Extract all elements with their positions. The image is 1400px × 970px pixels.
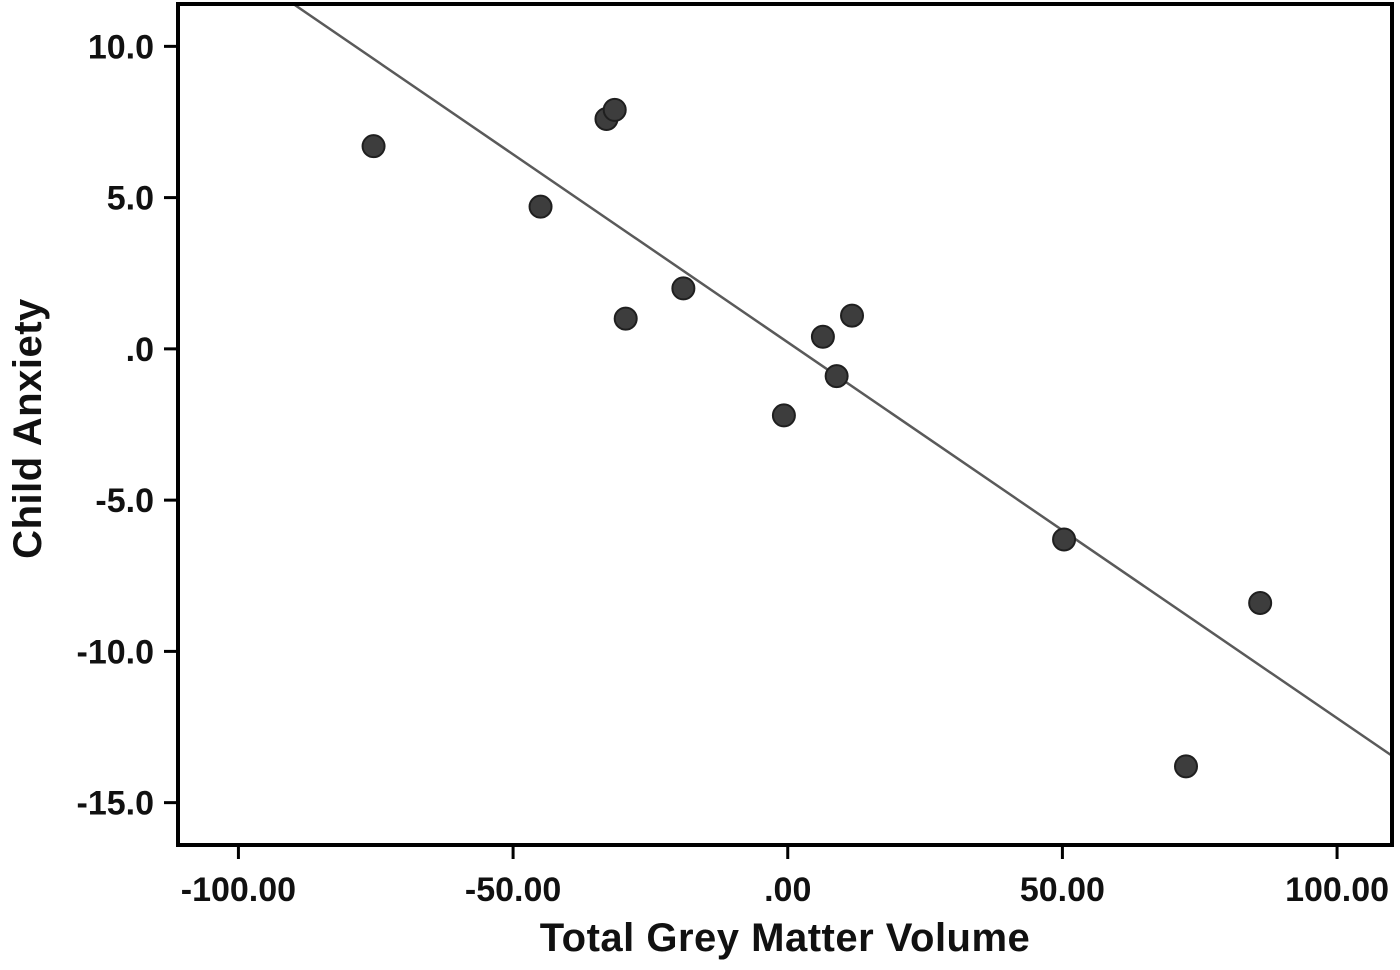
data-point [528, 194, 553, 219]
data-point [1174, 754, 1199, 779]
data-point [840, 303, 865, 328]
y-tick-label: .0 [126, 331, 154, 369]
x-tick-label: 50.00 [1020, 871, 1105, 909]
y-tick-label: -5.0 [95, 482, 154, 520]
data-point [361, 134, 386, 159]
x-tick-label: -50.00 [465, 871, 561, 909]
y-tick-label: 10.0 [88, 28, 154, 66]
data-point [1248, 590, 1273, 615]
data-point [671, 276, 696, 301]
y-tick-label: -10.0 [77, 633, 155, 671]
data-point [602, 97, 627, 122]
y-axis-title: Child Anxiety [6, 298, 50, 559]
y-tick-label: 5.0 [107, 180, 154, 218]
plot-frame [176, 2, 1394, 847]
x-axis-title: Total Grey Matter Volume [539, 916, 1031, 960]
data-point [1052, 527, 1077, 552]
data-point [824, 364, 849, 389]
x-tick-label: 100.00 [1285, 871, 1389, 909]
y-tick-label: -15.0 [77, 785, 155, 823]
data-point [771, 403, 796, 428]
data-point [810, 324, 835, 349]
x-tick-label: -100.00 [181, 871, 296, 909]
data-point [613, 306, 638, 331]
x-tick-label: .00 [764, 871, 811, 909]
